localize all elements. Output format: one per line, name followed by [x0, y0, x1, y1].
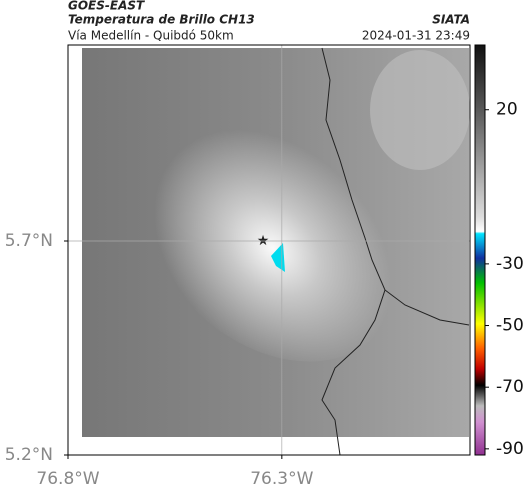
- timestamp: 2024-01-31 23:49: [362, 29, 470, 43]
- product: Temperatura de Brillo CH13: [68, 13, 255, 27]
- route: Vía Medellín - Quibdó 50km: [68, 29, 234, 43]
- y-tick-label: 5.7°N: [5, 231, 53, 251]
- colorbar-label: -50: [496, 316, 524, 336]
- cloud: [370, 50, 470, 170]
- satellite: GOES-EAST: [68, 0, 145, 13]
- y-tick-label: 5.2°N: [5, 445, 53, 465]
- border: [384, 289, 470, 326]
- x-tick-label: 76.8°W: [36, 469, 99, 489]
- colorbar-label: 20: [496, 100, 518, 120]
- source: SIATA: [432, 13, 470, 27]
- colorbar-label: -90: [496, 439, 524, 459]
- border: [321, 47, 386, 456]
- colorbar: [474, 44, 486, 456]
- colorbar-label: -70: [496, 377, 524, 397]
- map-frame: [67, 44, 471, 456]
- cloud: [138, 98, 402, 362]
- colorbar-label: -30: [496, 254, 524, 274]
- x-tick-label: 76.3°W: [250, 469, 313, 489]
